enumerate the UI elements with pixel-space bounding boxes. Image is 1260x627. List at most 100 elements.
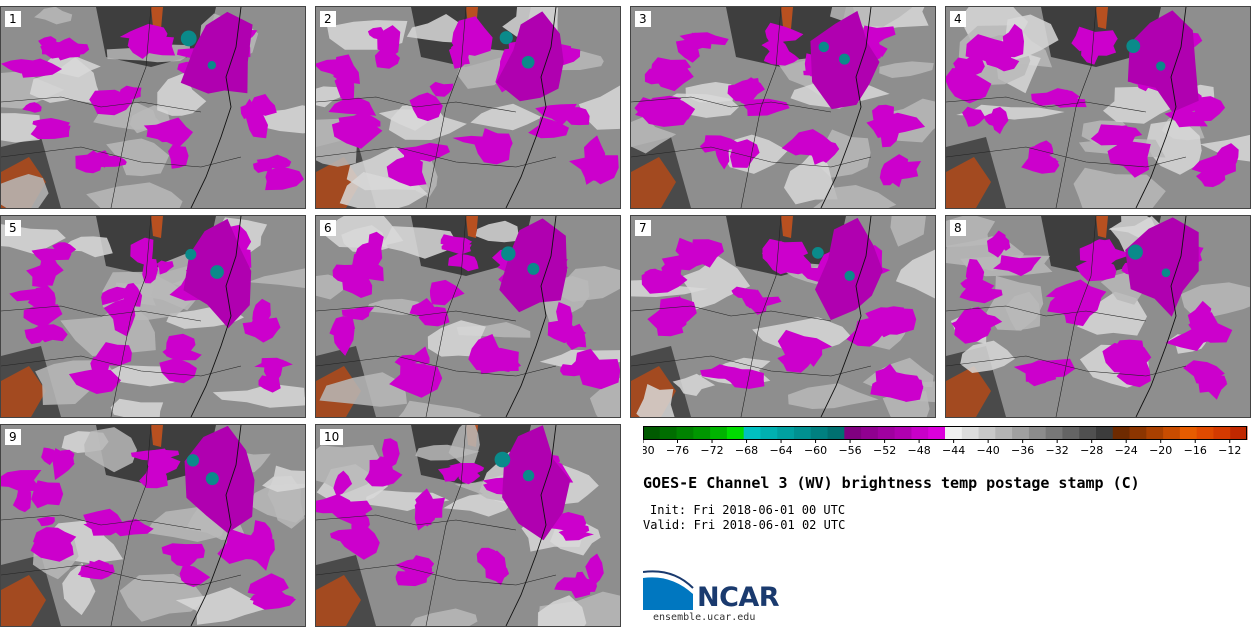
colorbar-swatch [928, 426, 946, 440]
cold-cloud [31, 480, 64, 509]
cold-cloud [1075, 259, 1117, 282]
colorbar-swatch [643, 426, 661, 440]
moist-region [1, 113, 41, 143]
very-cold-spot [186, 454, 200, 467]
cold-cloud [1092, 36, 1118, 56]
moist-region [110, 398, 164, 417]
cold-cloud [247, 573, 289, 599]
moist-region [470, 103, 543, 131]
cold-cloud [875, 306, 904, 338]
coastline [505, 7, 557, 208]
cold-cloud [585, 553, 604, 584]
moist-region [86, 182, 183, 208]
ncar-logo-icon [643, 570, 695, 610]
cold-cloud [581, 163, 605, 185]
cold-cloud [30, 534, 74, 562]
state-border [631, 96, 832, 113]
cold-cloud [338, 114, 381, 131]
colorbar-swatch [1179, 426, 1198, 440]
cold-cloud [334, 74, 355, 103]
cold-cloud [946, 67, 992, 104]
cold-cloud [528, 116, 569, 139]
cold-cloud [1164, 109, 1208, 128]
colorbar-swatch [827, 426, 845, 440]
cold-cloud [846, 317, 884, 347]
very-cold-spot [844, 270, 855, 281]
logo-url: ensemble.ucar.edu [653, 612, 756, 623]
cold-cloud [162, 346, 202, 361]
colorbar-tick-label: −80 [643, 444, 655, 457]
colorbar-tick-label: −68 [735, 444, 758, 457]
cold-cloud [889, 161, 922, 180]
cold-cloud [429, 81, 454, 97]
colorbar-swatch [743, 426, 761, 440]
cold-cloud [1125, 217, 1199, 317]
cold-cloud [761, 240, 793, 275]
cold-cloud [1090, 124, 1143, 146]
cold-cloud [333, 470, 353, 497]
cold-cloud [708, 366, 744, 377]
moist-region [986, 275, 1044, 331]
cold-cloud [1191, 152, 1236, 177]
cold-cloud [252, 298, 271, 335]
state-border [1, 96, 202, 113]
cold-cloud [367, 27, 387, 40]
warm-region [1096, 216, 1108, 238]
cold-cloud [448, 253, 479, 272]
cold-cloud [330, 529, 365, 541]
state-border [316, 96, 517, 113]
cold-cloud [875, 112, 900, 148]
cold-cloud [429, 279, 465, 306]
colorbar-swatch [1230, 426, 1248, 440]
state-border [946, 355, 1187, 377]
warm-region [781, 7, 793, 29]
panel-number: 8 [950, 220, 966, 236]
very-cold-spot [838, 53, 850, 65]
cold-cloud [41, 447, 58, 466]
state-border [316, 305, 517, 322]
panel-number: 2 [320, 11, 336, 27]
moist-region [788, 383, 879, 409]
warm-region [631, 157, 676, 208]
moist-region [895, 249, 935, 299]
moist-region [398, 400, 482, 417]
colorbar-swatch [911, 426, 929, 440]
coastline [1135, 216, 1187, 417]
cold-cloud [143, 123, 193, 143]
satellite-image [1, 216, 305, 417]
moist-region [36, 57, 101, 78]
cold-cloud [1, 470, 42, 492]
cold-cloud [345, 249, 384, 282]
cold-cloud [329, 316, 355, 343]
satellite-image [1, 425, 305, 626]
cold-cloud [1, 59, 35, 74]
colorbar-swatch [894, 426, 912, 440]
moist-region [316, 86, 346, 108]
colorbar-swatch [1112, 426, 1131, 440]
state-border [110, 7, 152, 208]
very-cold-spot [1156, 61, 1166, 71]
cold-cloud [414, 501, 432, 531]
coastline [820, 7, 872, 208]
moist-region [1146, 119, 1202, 175]
cold-cloud [170, 549, 201, 568]
cold-cloud [58, 449, 75, 465]
cold-cloud [962, 106, 986, 127]
very-cold-spot [494, 451, 511, 468]
satellite-image [946, 216, 1250, 417]
cold-cloud [156, 260, 174, 275]
warm-region [1096, 7, 1108, 29]
cold-cloud [647, 296, 697, 330]
cold-cloud [409, 298, 436, 318]
moist-region [636, 384, 675, 417]
colorbar-swatch [1129, 426, 1147, 440]
cold-cloud [328, 97, 377, 116]
colorbar-tick-label: −48 [908, 444, 931, 457]
warm-region [466, 216, 478, 238]
cold-cloud [815, 217, 883, 321]
cold-cloud [264, 358, 284, 384]
colorbar-tick-label: −64 [769, 444, 792, 457]
colorbar-tick-label: −32 [1046, 444, 1069, 457]
cold-cloud [395, 571, 435, 587]
cold-cloud [95, 342, 132, 366]
